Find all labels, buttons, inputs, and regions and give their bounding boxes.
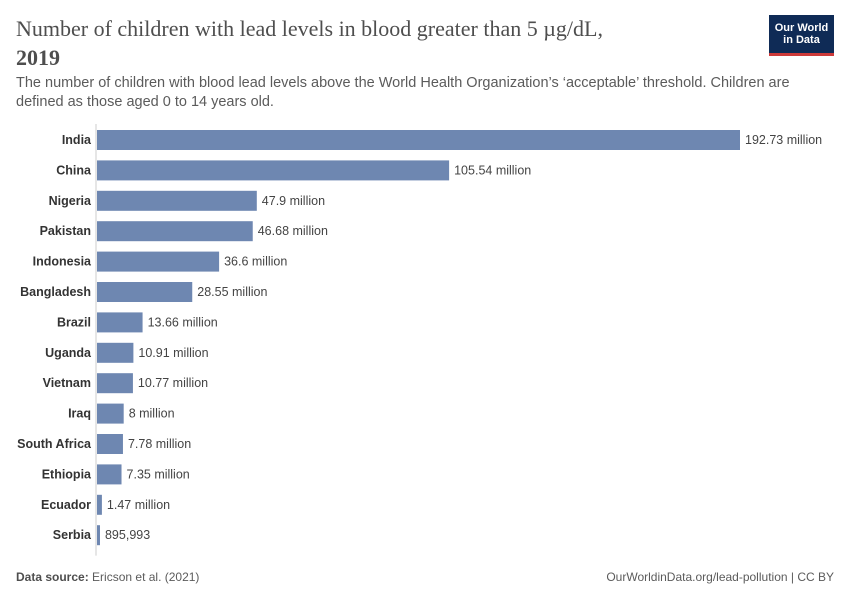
chart-subtitle: The number of children with blood lead l… bbox=[16, 75, 790, 110]
bar[interactable] bbox=[97, 221, 253, 242]
category-label: Iraq bbox=[68, 407, 91, 421]
bar[interactable] bbox=[97, 525, 100, 546]
category-label: Pakistan bbox=[40, 224, 91, 238]
category-label: Brazil bbox=[57, 315, 91, 329]
owid-logo[interactable]: Our World in Data bbox=[769, 15, 834, 56]
bar[interactable] bbox=[97, 130, 740, 150]
bar[interactable] bbox=[97, 312, 143, 333]
category-label: Nigeria bbox=[49, 194, 92, 208]
source-link[interactable]: Ericson et al. (2021) bbox=[92, 570, 200, 584]
bar[interactable] bbox=[97, 282, 193, 302]
category-label: Vietnam bbox=[43, 376, 91, 390]
value-label: 28.55 million bbox=[197, 285, 267, 299]
bar-chart: India 192.73 million China 105.54 million Ni… bbox=[17, 124, 822, 556]
value-label: 1.47 million bbox=[107, 498, 170, 512]
value-label: 7.78 million bbox=[128, 437, 191, 451]
bar[interactable] bbox=[97, 434, 123, 454]
category-label: South Africa bbox=[17, 437, 92, 451]
category-label: Indonesia bbox=[33, 255, 92, 269]
bar[interactable] bbox=[97, 403, 124, 424]
bar[interactable] bbox=[97, 190, 257, 211]
bar[interactable] bbox=[97, 160, 450, 181]
category-label: Uganda bbox=[45, 346, 92, 360]
bar[interactable] bbox=[97, 251, 220, 272]
bar[interactable] bbox=[97, 373, 133, 394]
value-label: 8 million bbox=[129, 407, 175, 421]
category-label: Ethiopia bbox=[42, 467, 92, 481]
logo-line-2: in Data bbox=[783, 34, 820, 46]
value-label: 36.6 million bbox=[224, 255, 287, 269]
value-label: 46.68 million bbox=[258, 224, 328, 238]
value-label: 7.35 million bbox=[127, 467, 190, 481]
logo-line-1: Our World bbox=[774, 22, 829, 34]
value-label: 13.66 million bbox=[148, 315, 218, 329]
value-label: 10.91 million bbox=[138, 346, 208, 360]
title-year: 2019 bbox=[16, 45, 60, 70]
value-label: 895,993 bbox=[105, 528, 150, 542]
bar[interactable] bbox=[97, 342, 134, 363]
source-label: Data source: bbox=[16, 570, 89, 584]
bar[interactable] bbox=[97, 494, 102, 515]
category-label: India bbox=[62, 133, 92, 147]
footer-url[interactable]: OurWorldinData.org/lead-pollution | CC B… bbox=[606, 570, 834, 584]
bar[interactable] bbox=[97, 464, 122, 485]
category-label: Bangladesh bbox=[20, 285, 91, 299]
data-source: Data source: Ericson et al. (2021) bbox=[16, 570, 199, 584]
chart-title: Number of children with lead levels in b… bbox=[16, 14, 716, 72]
category-label: China bbox=[56, 163, 92, 177]
value-label: 47.9 million bbox=[262, 194, 325, 208]
category-label: Serbia bbox=[53, 528, 92, 542]
value-label: 192.73 million bbox=[745, 133, 822, 147]
value-label: 10.77 million bbox=[138, 376, 208, 390]
value-label: 105.54 million bbox=[454, 163, 531, 177]
title-text: Number of children with lead levels in b… bbox=[16, 16, 603, 41]
category-label: Ecuador bbox=[41, 498, 91, 512]
